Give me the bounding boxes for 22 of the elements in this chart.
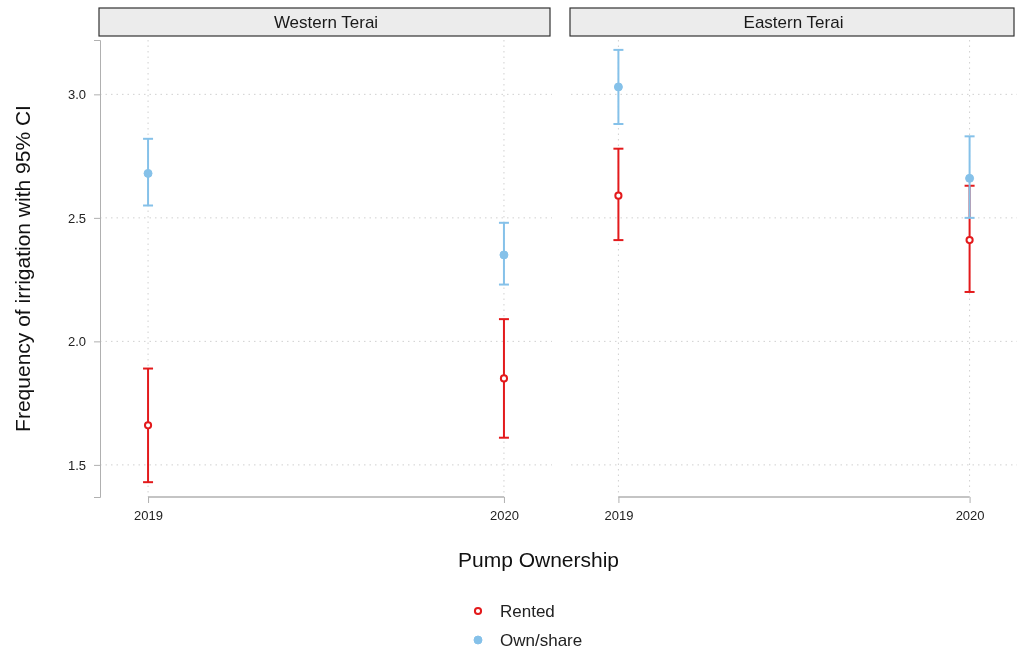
- chart-title: Eastern Terai: [743, 13, 844, 32]
- point: [499, 250, 509, 260]
- point: [499, 374, 509, 383]
- y-axis-title: Frequency of irrigation with 95% CI: [11, 105, 34, 432]
- x-axis-title: Pump Ownership: [457, 548, 620, 571]
- y-tick-label: 2.5: [67, 210, 86, 226]
- point: [613, 82, 623, 92]
- x-tick-label: 2019: [134, 508, 164, 524]
- y-tick-label: 3.0: [67, 87, 86, 103]
- point: [143, 168, 153, 178]
- point: [143, 421, 153, 430]
- x-tick-label: 2019: [604, 508, 634, 524]
- legend-label: Own/share: [500, 631, 583, 650]
- legend-label: Rented: [500, 602, 555, 621]
- y-tick-label: 2.0: [67, 334, 86, 350]
- point: [614, 191, 623, 200]
- x-tick-label: 2020: [489, 508, 519, 524]
- y-tick-label: 1.5: [67, 457, 86, 473]
- chart-title: Western Terai: [273, 13, 379, 32]
- point: [965, 173, 975, 183]
- x-tick-label: 2020: [955, 508, 985, 524]
- point: [965, 236, 974, 245]
